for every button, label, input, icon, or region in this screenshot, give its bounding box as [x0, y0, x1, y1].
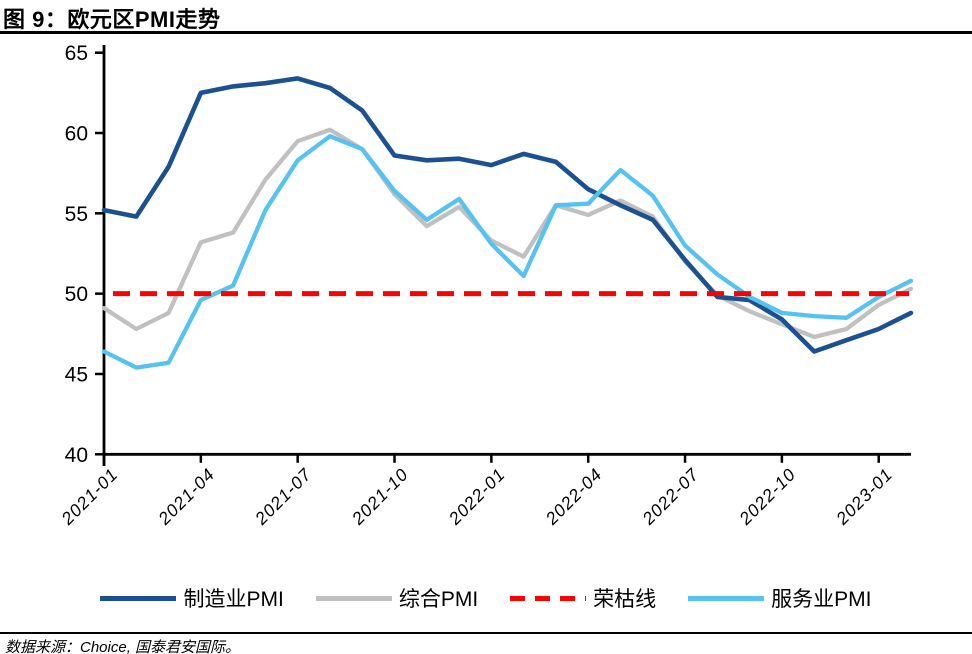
title-underline: [0, 31, 972, 34]
x-tick-label: 2022-04: [541, 464, 606, 529]
x-tick-label: 2022-01: [444, 464, 509, 529]
legend-swatch-services-pmi: [688, 595, 765, 601]
series-line-services-pmi: [101, 134, 914, 370]
x-tick-label: 2022-10: [734, 464, 799, 529]
series-line-manufacturing-pmi: [101, 76, 914, 354]
legend-label-composite-pmi: 综合PMI: [398, 588, 479, 611]
legend-label-manufacturing-pmi: 制造业PMI: [183, 588, 284, 611]
y-tick-label: 50: [65, 283, 88, 306]
y-tick-label: 60: [65, 123, 88, 146]
series-line-composite-pmi: [101, 127, 914, 340]
x-tick-label: 2023-01: [831, 464, 896, 529]
legend-swatch-composite-pmi: [315, 595, 392, 601]
legend-item-composite-pmi: 综合PMI: [315, 583, 479, 613]
y-tick-label: 40: [65, 444, 88, 467]
legend-label-boom-bust-line: 荣枯线: [593, 588, 657, 611]
legend-item-services-pmi: 服务业PMI: [688, 583, 872, 613]
x-tick-label: 2021-07: [250, 464, 315, 529]
y-tick-label: 65: [65, 42, 88, 65]
eurozone-pmi-line-chart: 40 45 50 55 60 65 2021-01 2021-04 2021-07 2021-10…: [57, 42, 914, 529]
figure-title: 图 9：欧元区PMI走势: [3, 7, 221, 32]
chart-legend: 制造业PMI 综合PMI 荣枯线 服务业PMI: [0, 583, 972, 613]
x-tick-label: 2022-07: [638, 464, 703, 529]
y-tick-label: 55: [65, 203, 88, 226]
legend-item-manufacturing-pmi: 制造业PMI: [100, 583, 284, 613]
y-tick-label: 45: [65, 363, 88, 386]
x-tick-label: 2021-04: [153, 464, 218, 529]
data-source-note: 数据来源：Choice, 国泰君安国际。: [5, 639, 241, 654]
legend-label-services-pmi: 服务业PMI: [771, 588, 872, 611]
legend-swatch-manufacturing-pmi: [100, 595, 177, 601]
legend-item-boom-bust-line: 荣枯线: [510, 583, 656, 613]
legend-swatch-boom-bust-line: [510, 595, 587, 601]
x-tick-label: 2021-01: [57, 464, 122, 529]
x-tick-label: 2021-10: [347, 464, 412, 529]
footer-divider: [0, 632, 972, 634]
